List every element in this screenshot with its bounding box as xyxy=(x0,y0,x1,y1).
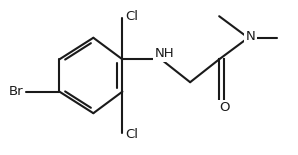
Text: Br: Br xyxy=(9,85,23,98)
Text: Cl: Cl xyxy=(125,10,139,23)
Text: O: O xyxy=(219,101,229,114)
Text: NH: NH xyxy=(155,47,175,60)
Text: N: N xyxy=(246,30,255,43)
Text: Cl: Cl xyxy=(125,128,139,141)
